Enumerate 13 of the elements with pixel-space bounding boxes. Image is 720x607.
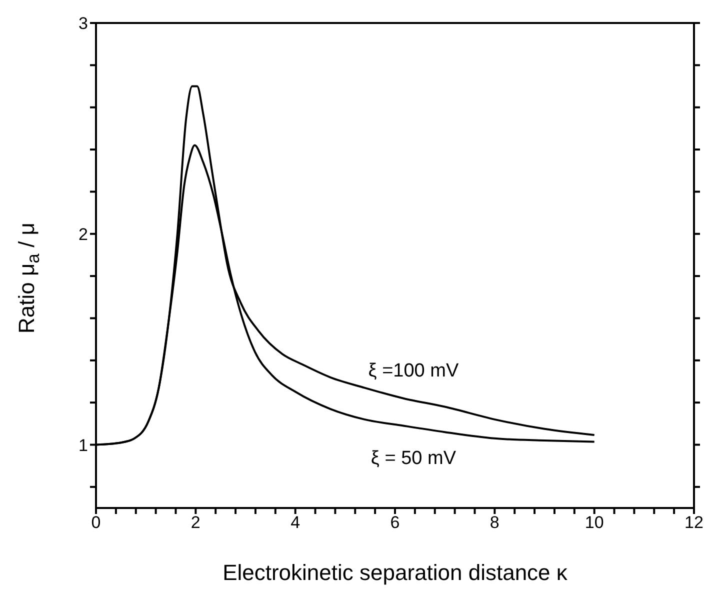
x-tick-label: 10	[584, 513, 604, 532]
x-tick-label: 8	[490, 513, 500, 532]
x-axis-title: Electrokinetic separation distance κ	[222, 560, 568, 585]
y-tick-label: 3	[78, 14, 88, 34]
y-tick-label: 2	[78, 224, 88, 244]
x-tick-label: 6	[390, 513, 400, 532]
y-tick-label: 1	[78, 436, 88, 455]
x-tick-label: 2	[190, 513, 200, 532]
series-label: ξ = 50 mV	[370, 448, 456, 469]
x-tick-label: 4	[290, 513, 300, 532]
series-label: ξ =100 mV	[368, 360, 459, 382]
x-tick-label: 12	[684, 513, 704, 532]
x-tick-label: 0	[91, 513, 101, 532]
